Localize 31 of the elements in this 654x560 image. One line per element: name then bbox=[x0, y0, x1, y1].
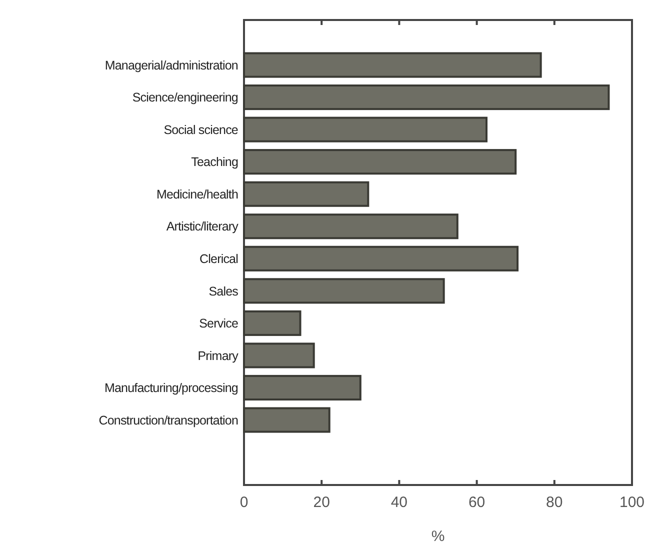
y-tick-label: Primary bbox=[198, 348, 240, 363]
bar bbox=[243, 149, 517, 175]
y-tick-label: Manufacturing/processing bbox=[104, 381, 238, 396]
bar bbox=[243, 407, 330, 433]
x-tick-label: 60 bbox=[468, 494, 486, 511]
y-tick-label: Service bbox=[199, 316, 238, 331]
bar bbox=[243, 342, 315, 368]
bar bbox=[243, 52, 542, 78]
bar bbox=[243, 310, 302, 336]
x-tick-label: 0 bbox=[240, 494, 248, 511]
y-tick-label: Clerical bbox=[200, 252, 238, 266]
bar bbox=[243, 181, 370, 207]
bar bbox=[243, 214, 458, 240]
bar bbox=[243, 374, 362, 400]
y-tick-label: Artistic/literary bbox=[166, 220, 240, 234]
y-tick-label: Science/engineering bbox=[132, 90, 238, 105]
y-tick-label: Construction/transportation bbox=[98, 413, 238, 428]
bar bbox=[243, 278, 445, 304]
x-tick-label: 100 bbox=[619, 494, 645, 511]
y-tick-label: Social science bbox=[164, 122, 238, 137]
bar bbox=[243, 246, 519, 272]
y-tick-label: Managerial/administration bbox=[104, 58, 238, 72]
bar bbox=[243, 116, 488, 142]
x-tick-label: 20 bbox=[313, 494, 330, 511]
y-tick-label: Medicine/health bbox=[156, 187, 238, 202]
bar bbox=[243, 84, 610, 110]
y-tick-label: Sales bbox=[208, 284, 238, 298]
x-axis-title: % bbox=[431, 528, 445, 545]
y-tick-label: Teaching bbox=[191, 155, 238, 170]
x-tick-label: 40 bbox=[390, 494, 408, 511]
x-tick-label: 80 bbox=[546, 494, 563, 511]
